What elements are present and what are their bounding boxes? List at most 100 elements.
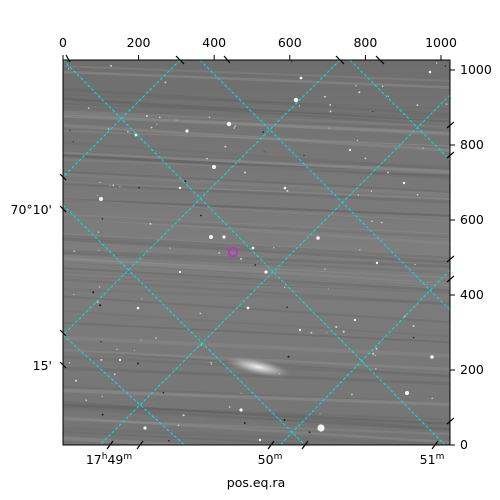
star xyxy=(87,107,90,109)
star xyxy=(387,95,390,97)
sky-streak xyxy=(63,278,450,306)
sky-streak xyxy=(63,181,450,200)
sky-streak xyxy=(63,215,450,246)
star xyxy=(308,431,311,434)
wcs-tick xyxy=(65,54,71,63)
star xyxy=(113,373,116,376)
star xyxy=(358,91,361,94)
sky-streak xyxy=(63,141,450,171)
sky-streak xyxy=(63,249,450,268)
sky-streak xyxy=(63,310,450,338)
wcs-tick xyxy=(59,329,67,337)
star xyxy=(116,348,118,351)
dec-label: 70°10' xyxy=(11,202,53,217)
star xyxy=(374,354,376,357)
wcs-tick xyxy=(106,440,114,450)
star xyxy=(387,171,389,174)
star xyxy=(169,247,171,249)
sky-streak xyxy=(63,158,450,175)
right-tick-label: 200 xyxy=(460,362,484,377)
star xyxy=(444,65,447,67)
right-axis: 0 200 400 600 800 1000 xyxy=(450,62,492,452)
star xyxy=(178,186,182,190)
wcs-ticks xyxy=(59,54,455,450)
star xyxy=(317,424,325,432)
star xyxy=(68,361,71,364)
wcs-tick xyxy=(59,205,67,213)
star xyxy=(141,298,143,300)
star xyxy=(140,339,142,341)
right-tick-label: 1000 xyxy=(460,62,492,77)
star xyxy=(100,358,103,361)
sky-streak xyxy=(63,234,450,260)
sky-streak xyxy=(63,366,450,386)
star xyxy=(431,397,433,400)
sky-streak xyxy=(63,98,450,127)
sky-streak xyxy=(63,287,450,305)
star xyxy=(92,291,95,294)
star xyxy=(98,249,100,252)
star xyxy=(323,95,326,98)
sky-streak xyxy=(63,123,450,152)
sky-streak xyxy=(63,266,450,292)
top-tick-label: 400 xyxy=(202,35,226,50)
star xyxy=(286,189,289,192)
wcs-tick xyxy=(446,255,455,263)
grid-line xyxy=(63,204,306,445)
star xyxy=(430,355,434,359)
sky-streak xyxy=(63,102,450,119)
sky-streak xyxy=(63,87,450,117)
star xyxy=(414,263,416,266)
wcs-tick xyxy=(175,55,185,65)
wcs-tick xyxy=(301,440,309,450)
star xyxy=(99,181,101,184)
star xyxy=(224,145,227,148)
star xyxy=(218,252,221,254)
sky-streak xyxy=(63,271,450,293)
sky-streak xyxy=(63,215,450,238)
star xyxy=(208,116,211,119)
star xyxy=(298,328,302,332)
star xyxy=(182,414,185,417)
star xyxy=(356,139,359,142)
star xyxy=(262,131,265,133)
star xyxy=(342,330,345,333)
sky-streak xyxy=(63,403,450,425)
star xyxy=(239,408,243,412)
ra-label-51: 51m xyxy=(420,452,445,467)
star xyxy=(73,250,75,253)
star xyxy=(405,391,409,395)
star xyxy=(155,337,157,339)
sky-streak xyxy=(63,407,450,431)
star xyxy=(381,85,384,88)
star xyxy=(101,218,104,220)
coordinate-grid xyxy=(63,60,450,445)
top-tick-label: 200 xyxy=(127,35,151,50)
sky-streak xyxy=(63,110,450,128)
star xyxy=(319,413,321,415)
star xyxy=(127,130,129,133)
star xyxy=(178,270,182,274)
star xyxy=(74,379,78,382)
star xyxy=(359,249,361,251)
star xyxy=(99,197,103,201)
sky-streak xyxy=(63,65,450,82)
grid-line xyxy=(349,60,450,161)
star xyxy=(177,424,180,427)
star xyxy=(149,222,152,225)
star xyxy=(107,128,110,130)
top-tick-label: 600 xyxy=(278,35,302,50)
wcs-tick xyxy=(375,55,385,65)
star xyxy=(212,165,216,169)
star xyxy=(351,393,353,396)
sky-streak xyxy=(63,405,450,432)
sky-streak xyxy=(63,114,450,135)
star xyxy=(240,392,242,394)
star xyxy=(329,103,332,106)
left-axis: 70°10' 15' xyxy=(11,202,53,373)
star xyxy=(416,104,419,107)
x-axis-title: pos.eq.ra xyxy=(227,475,285,490)
star xyxy=(145,115,148,118)
right-tick-label: 800 xyxy=(460,137,484,152)
right-tick-label: 0 xyxy=(460,437,468,452)
